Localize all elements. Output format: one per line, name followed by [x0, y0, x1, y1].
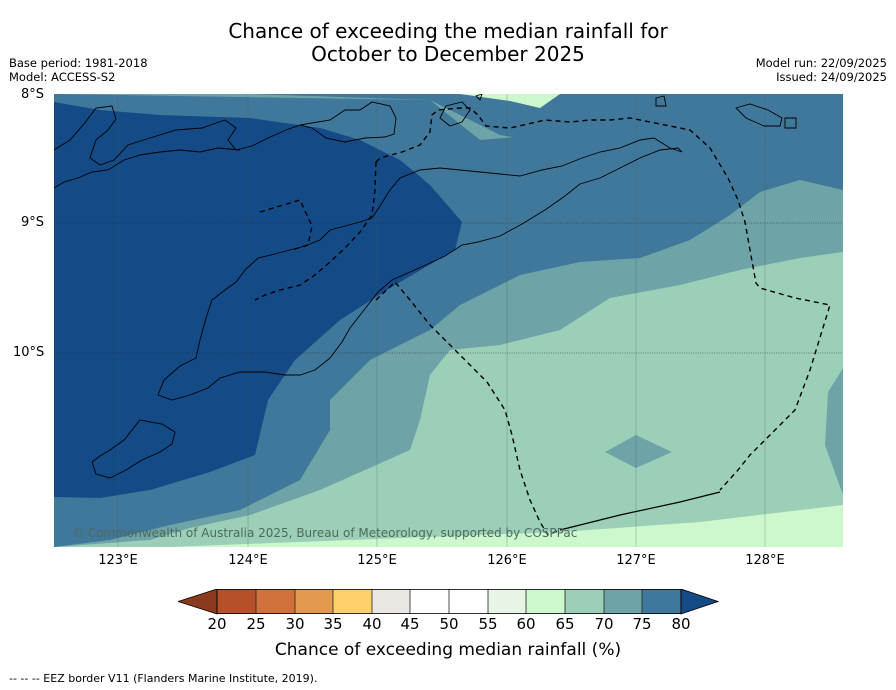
- issued-text: Issued: 24/09/2025: [776, 70, 887, 84]
- colorbar: [176, 588, 720, 615]
- small-island-3: [475, 94, 483, 101]
- colorbar-cell-under: [176, 588, 218, 615]
- coastlines: [54, 94, 797, 479]
- lat-label-10s: 10°S: [13, 345, 45, 360]
- colorbar-cell-65-70: [565, 589, 604, 614]
- colorbar-cell-50-55: [449, 589, 488, 614]
- map-title-line1: Chance of exceeding the median rainfall …: [228, 19, 668, 43]
- lon-label-128e: 128°E: [745, 553, 785, 568]
- colorbar-cell-55-60: [488, 589, 526, 614]
- colorbar-tick-60: 60: [516, 615, 536, 633]
- colorbar-cell-20-25: [217, 589, 256, 614]
- band-70-75-east: [825, 368, 843, 495]
- copyright-text: © Commonwealth of Australia 2025, Bureau…: [72, 526, 578, 540]
- colorbar-svg: [176, 588, 720, 615]
- small-island-2: [784, 117, 797, 129]
- east-island: [735, 103, 783, 127]
- colorbar-tick-70: 70: [594, 615, 614, 633]
- meridians: [117, 94, 766, 547]
- colorbar-tick-20: 20: [207, 615, 227, 633]
- colorbar-cell-45-50: [410, 589, 449, 614]
- colorbar-cell-75-80: [642, 589, 681, 614]
- map-title-line2: October to December 2025: [311, 42, 585, 66]
- colorbar-tick-80: 80: [671, 615, 691, 633]
- band-70-75-patch: [605, 435, 672, 468]
- lat-label-8s: 8°S: [21, 87, 45, 102]
- base-period-text: Base period: 1981-2018: [9, 56, 148, 70]
- colorbar-cell-40-45: [372, 589, 410, 614]
- colorbar-frame: [216, 589, 682, 615]
- colorbar-tick-65: 65: [555, 615, 575, 633]
- eez-footnote: -- -- -- EEZ border V11 (Flanders Marine…: [9, 672, 318, 685]
- territorial-boundary: [559, 491, 721, 531]
- rote-island: [91, 419, 176, 479]
- meta-right: Model run: 22/09/2025 Issued: 24/09/2025: [756, 56, 887, 84]
- lon-label-126e: 126°E: [487, 553, 527, 568]
- map-area[interactable]: © Commonwealth of Australia 2025, Bureau…: [54, 94, 843, 547]
- model-text: Model: ACCESS-S2: [9, 70, 116, 84]
- colorbar-cell-25-30: [256, 589, 295, 614]
- flores-coast: [54, 101, 397, 189]
- colorbar-cell-35-40: [333, 589, 372, 614]
- eez-border: [254, 107, 831, 536]
- colorbar-tick-45: 45: [400, 615, 420, 633]
- map-title: Chance of exceeding the median rainfall …: [0, 20, 896, 66]
- colorbar-cell-70-75: [604, 589, 642, 614]
- colorbar-cell-30-35: [295, 589, 333, 614]
- lon-label-127e: 127°E: [616, 553, 656, 568]
- lon-label-125e: 125°E: [357, 553, 397, 568]
- colorbar-tick-75: 75: [632, 615, 652, 633]
- colorbar-cell-over: [680, 588, 720, 615]
- band-80-plus: [54, 94, 462, 498]
- model-run-text: Model run: 22/09/2025: [755, 56, 887, 70]
- lon-label-123e: 123°E: [98, 553, 138, 568]
- map-svg: [54, 94, 843, 547]
- band-60-65-north: [460, 94, 560, 108]
- colorbar-tick-30: 30: [285, 615, 305, 633]
- colorbar-tick-35: 35: [323, 615, 343, 633]
- colorbar-tick-55: 55: [478, 615, 498, 633]
- wetar-island: [439, 101, 471, 127]
- timor-coast: [157, 137, 683, 401]
- band-75-80-ne: [743, 94, 843, 188]
- colorbar-tick-50: 50: [439, 615, 459, 633]
- band-60-65-south: [170, 505, 843, 547]
- graticule: [54, 222, 843, 354]
- colorbar-tick-40: 40: [362, 615, 382, 633]
- colorbar-cell-60-65: [526, 589, 565, 614]
- colorbar-title: Chance of exceeding median rainfall (%): [274, 640, 622, 660]
- lat-label-9s: 9°S: [21, 215, 45, 230]
- lon-label-124e: 124°E: [228, 553, 268, 568]
- small-island-1: [655, 95, 667, 107]
- meta-left: Base period: 1981-2018 Model: ACCESS-S2: [9, 56, 148, 84]
- colorbar-tick-25: 25: [246, 615, 266, 633]
